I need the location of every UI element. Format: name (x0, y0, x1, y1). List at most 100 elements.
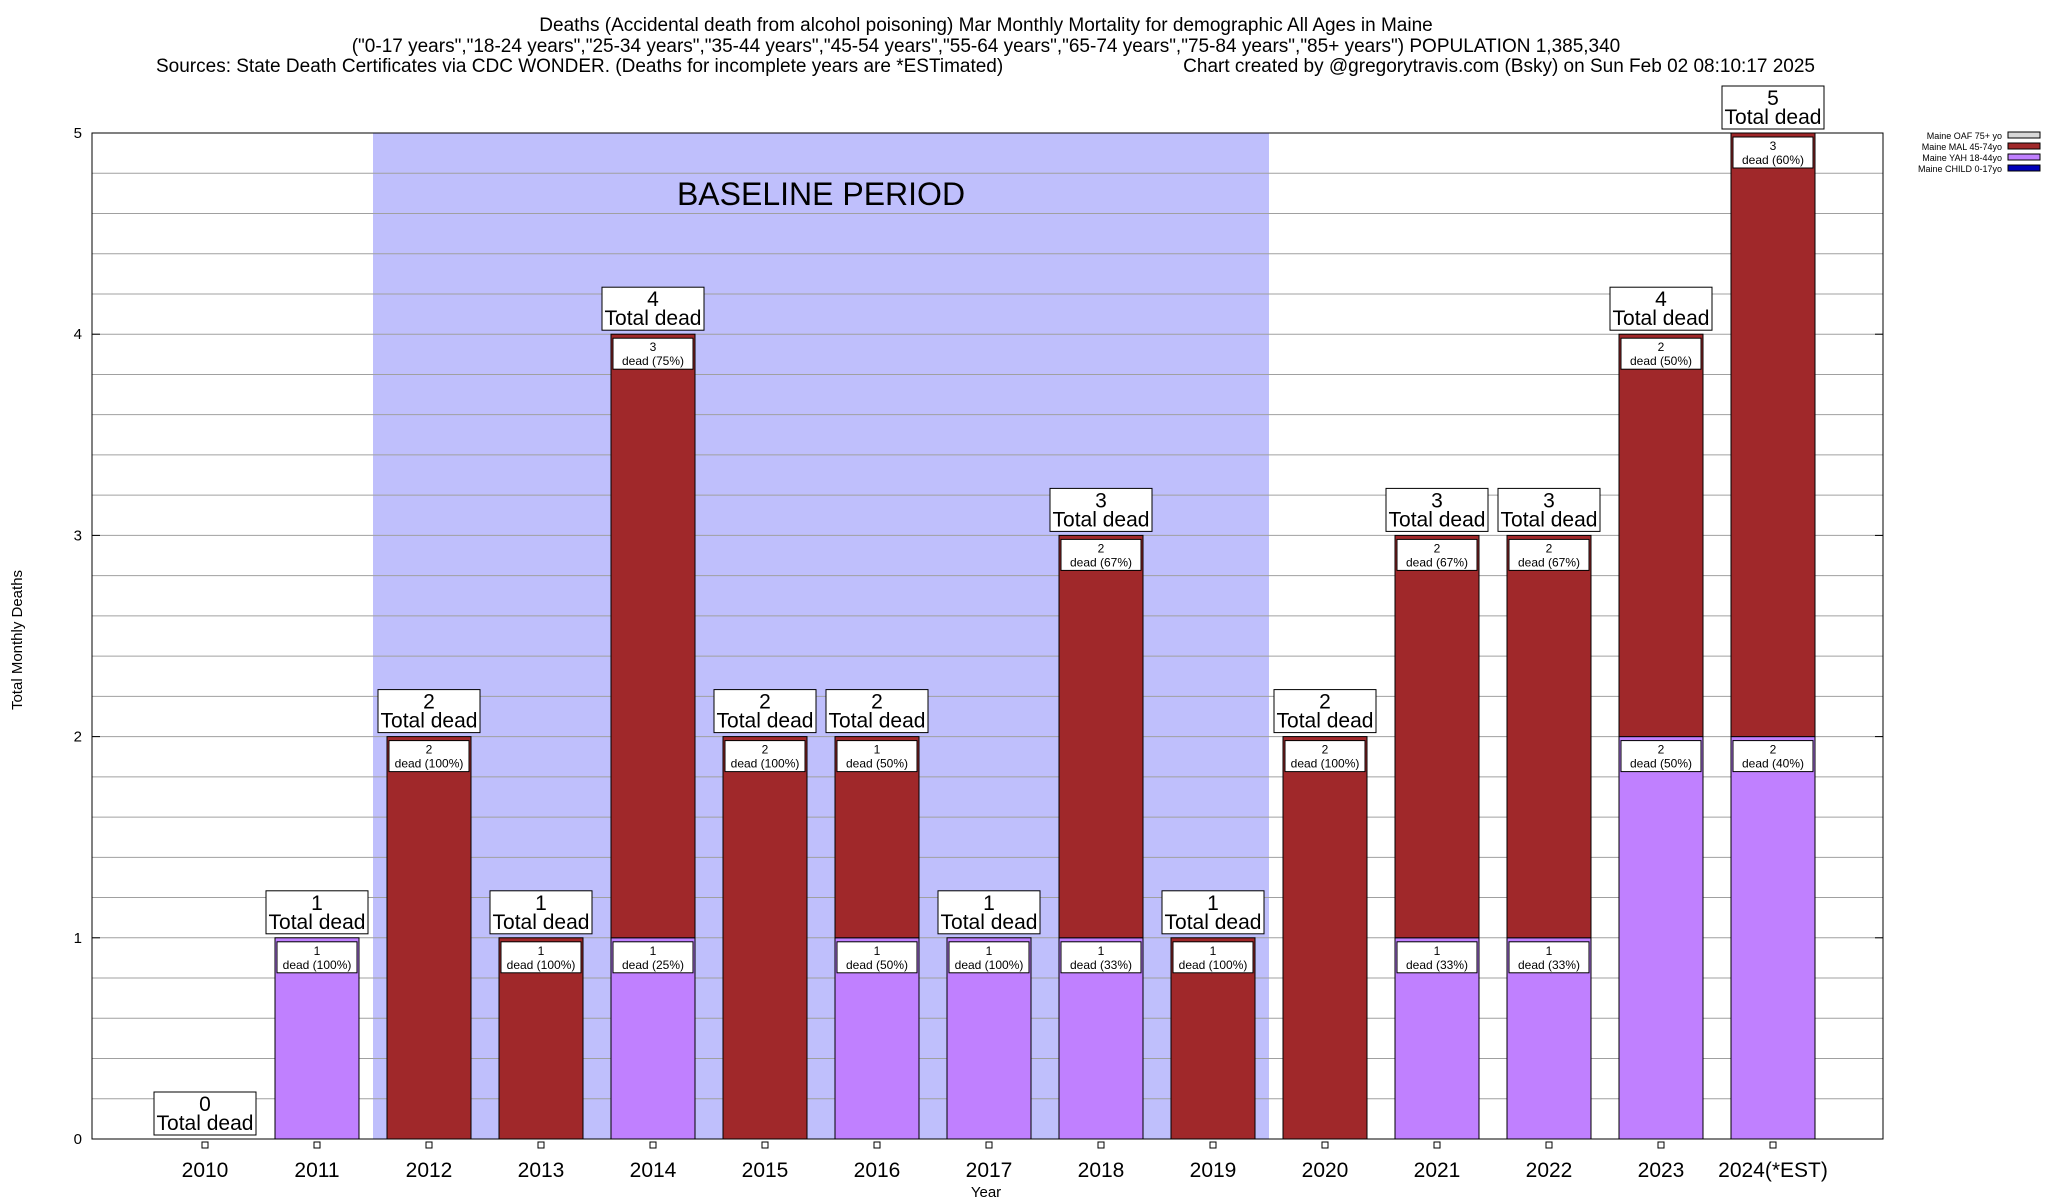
total-label-box (489, 890, 593, 935)
total-label-box (1161, 890, 1265, 935)
segment-label-text: dead (33%) (1406, 958, 1468, 972)
y-tick-label: 0 (74, 1131, 82, 1148)
total-label-box (1273, 689, 1377, 734)
total-label-count: 2 (759, 691, 771, 714)
segment-label-box (1508, 538, 1590, 571)
segment-label-box (1172, 941, 1254, 974)
y-tick-label: 2 (74, 729, 82, 746)
x-tick-label: 2017 (966, 1159, 1013, 1182)
segment-label-box (1396, 538, 1478, 571)
segment-label-text: dead (50%) (1630, 354, 1692, 368)
segment-label-count: 2 (1322, 743, 1329, 757)
legend-entry-label: Maine OAF 75+ yo (1927, 131, 2002, 141)
total-label-text: Total dead (157, 1112, 254, 1135)
segment-label-count: 1 (1098, 944, 1105, 958)
segment-label-count: 2 (1770, 743, 1777, 757)
segment-label-box (1732, 136, 1814, 169)
segment-label-count: 2 (426, 743, 433, 757)
x-tick-label: 2016 (854, 1159, 901, 1182)
total-label-box (1609, 286, 1713, 331)
x-tick-marker (1209, 1141, 1217, 1149)
bar-segment (610, 333, 696, 939)
total-label-count: 3 (1431, 489, 1443, 512)
segment-label-text: dead (75%) (622, 354, 684, 368)
legend-entry-swatch (2007, 131, 2041, 139)
segment-label-count: 1 (874, 743, 881, 757)
total-label-text: Total dead (269, 911, 366, 934)
segment-label-text: dead (60%) (1742, 153, 1804, 167)
segment-label-text: dead (67%) (1518, 555, 1580, 569)
segment-label-count: 2 (1546, 541, 1553, 555)
segment-label-count: 2 (1098, 541, 1105, 555)
x-tick-label: 2023 (1638, 1159, 1685, 1182)
segment-label-text: dead (100%) (955, 958, 1024, 972)
total-label-count: 1 (535, 892, 547, 915)
legend-entry-swatch (2007, 142, 2041, 150)
segment-label-text: dead (50%) (846, 757, 908, 771)
x-tick-marker (537, 1141, 545, 1149)
y-tick-label: 1 (74, 930, 82, 947)
x-tick-label: 2013 (518, 1159, 565, 1182)
segment-label-count: 3 (1770, 139, 1777, 153)
x-tick-marker (313, 1141, 321, 1149)
segment-label-box (724, 740, 806, 773)
x-tick-label: 2010 (182, 1159, 229, 1182)
y-tick-label: 5 (74, 125, 82, 142)
segment-label-box (612, 941, 694, 974)
y-tick-label: 3 (74, 527, 82, 544)
segment-label-count: 1 (1546, 944, 1553, 958)
segment-label-count: 1 (1210, 944, 1217, 958)
total-label-count: 3 (1543, 489, 1555, 512)
bar-segment (1618, 736, 1704, 1140)
total-label-text: Total dead (605, 307, 702, 330)
segment-label-count: 2 (1658, 340, 1665, 354)
total-label-count: 3 (1095, 489, 1107, 512)
bar-segment (1394, 534, 1480, 939)
x-tick-label: 2020 (1302, 1159, 1349, 1182)
total-label-count: 0 (199, 1093, 211, 1116)
total-label-box (601, 286, 705, 331)
segment-label-box (836, 740, 918, 773)
x-tick-marker (1545, 1141, 1553, 1149)
total-label-box (153, 1091, 257, 1136)
total-label-count: 2 (423, 691, 435, 714)
segment-label-count: 1 (650, 944, 657, 958)
segment-label-box (1060, 941, 1142, 974)
total-label-count: 1 (311, 892, 323, 915)
total-label-text: Total dead (1053, 508, 1150, 531)
x-tick-marker (1321, 1141, 1329, 1149)
x-tick-marker (425, 1141, 433, 1149)
segment-label-text: dead (100%) (1179, 958, 1248, 972)
total-label-text: Total dead (829, 710, 926, 733)
total-label-box (1497, 487, 1601, 532)
legend-entry-swatch (2007, 164, 2041, 172)
segment-label-box (1284, 740, 1366, 773)
segment-label-box (1732, 740, 1814, 773)
segment-label-box (1620, 740, 1702, 773)
x-tick-label: 2011 (294, 1159, 339, 1182)
x-tick-label: 2024(*EST) (1718, 1159, 1828, 1182)
legend-entry-label: Maine YAH 18-44yo (1922, 153, 2002, 163)
segment-label-text: dead (25%) (622, 958, 684, 972)
total-label-count: 2 (1319, 691, 1331, 714)
total-label-box (1721, 85, 1825, 130)
chart-subtitle: ("0-17 years","18-24 years","25-34 years… (352, 36, 1621, 57)
x-tick-label: 2019 (1190, 1159, 1237, 1182)
total-label-count: 1 (1207, 892, 1219, 915)
bar-segment (1058, 534, 1144, 939)
segment-label-count: 1 (874, 944, 881, 958)
segment-label-box (612, 337, 694, 370)
segment-label-text: dead (100%) (395, 757, 464, 771)
legend-entry-swatch (2007, 153, 2041, 161)
x-tick-marker (761, 1141, 769, 1149)
segment-label-box (948, 941, 1030, 974)
total-label-count: 2 (871, 691, 883, 714)
segment-label-box (388, 740, 470, 773)
total-label-text: Total dead (381, 710, 478, 733)
total-label-box (1385, 487, 1489, 532)
total-label-box (377, 689, 481, 734)
total-label-text: Total dead (493, 911, 590, 934)
bar-segment (1730, 736, 1816, 1140)
